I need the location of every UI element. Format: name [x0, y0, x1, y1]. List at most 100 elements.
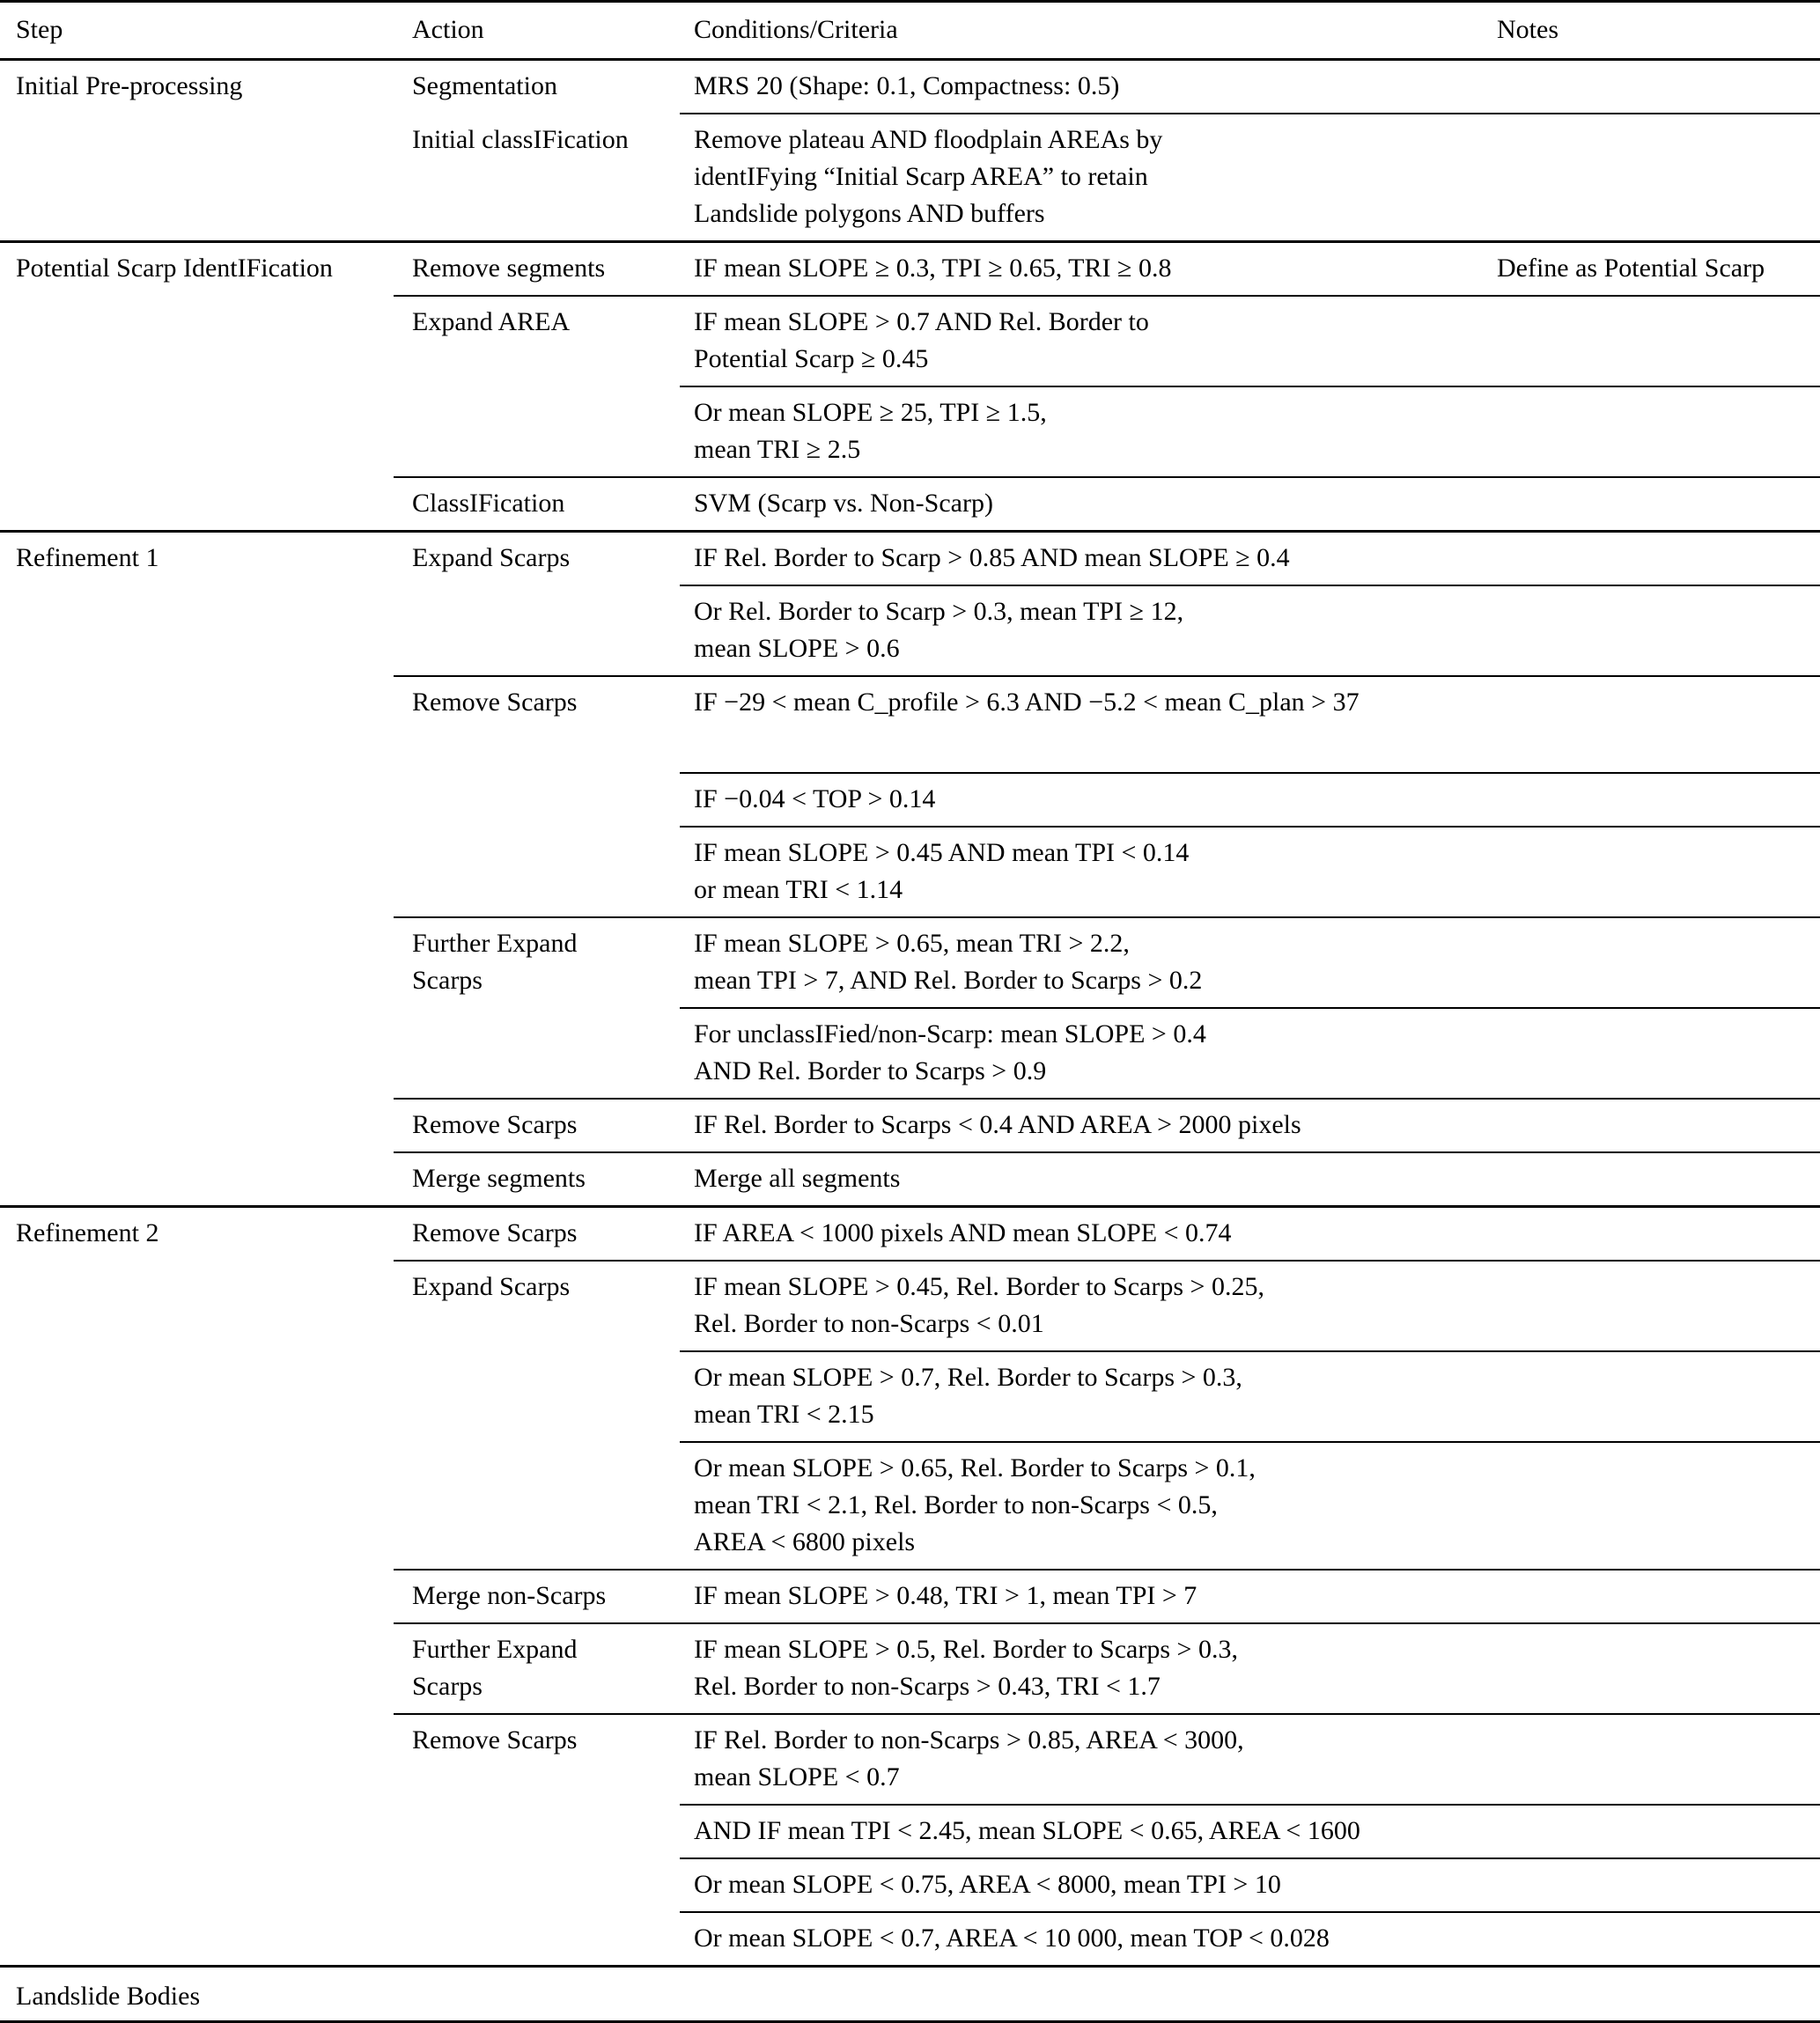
action-cell: ClassIFication: [412, 489, 565, 518]
notes-cell: [1497, 1016, 1820, 1090]
step-cell: [0, 684, 412, 721]
table-row: Merge segments Merge all segments: [0, 1153, 1820, 1205]
row-divider: [680, 585, 1820, 586]
row-divider: [394, 295, 1820, 297]
notes-cell: [1497, 540, 1820, 577]
step-cell: [0, 925, 412, 999]
action-cell: [412, 1450, 694, 1561]
notes-cell: [1497, 593, 1820, 667]
conditions-cell: SVM (Scarp vs. Non-Scarp): [694, 489, 993, 518]
table-row: Initial classIFication Remove plateau AN…: [0, 114, 1820, 240]
row-divider: [680, 1441, 1820, 1443]
table-row: ClassIFication SVM (Scarp vs. Non-Scarp): [0, 478, 1820, 530]
conditions-cell: Or mean SLOPE < 0.7, AREA < 10 000, mean…: [694, 1924, 1330, 1953]
step-cell: [0, 1359, 412, 1433]
conditions-cell: MRS 20 (Shape: 0.1, Compactness: 0.5): [694, 71, 1120, 100]
notes-cell: [1497, 1269, 1820, 1343]
table-row: IF −0.04 < TOP > 0.14: [0, 774, 1820, 826]
notes-cell: [1497, 1359, 1820, 1433]
action-cell: [412, 593, 694, 667]
notes-cell: [1497, 1578, 1820, 1615]
notes-cell: [1497, 684, 1820, 721]
table-row: Remove Scarps IF Rel. Border to non-Scar…: [0, 1715, 1820, 1804]
row-divider: [394, 675, 1820, 677]
row-divider: [680, 1857, 1820, 1859]
step-cell: [0, 1107, 412, 1144]
action-cell: Merge non-Scarps: [412, 1581, 607, 1610]
section-divider: [0, 1965, 1820, 1968]
table-row: AND IF mean TPI < 2.45, mean SLOPE < 0.6…: [0, 1806, 1820, 1857]
step-cell: Refinement 2: [16, 1218, 159, 1247]
action-cell: Further Expand Scarps: [412, 929, 578, 995]
conditions-cell: Or mean SLOPE > 0.65, Rel. Border to Sca…: [694, 1453, 1256, 1556]
row-divider: [680, 1350, 1820, 1352]
conditions-cell: IF mean SLOPE > 0.48, TRI > 1, mean TPI …: [694, 1581, 1197, 1610]
header-row: Step Action Conditions/Criteria Notes: [0, 3, 1820, 58]
step-cell: [0, 394, 412, 468]
step-cell: [0, 1450, 412, 1561]
row-divider: [680, 826, 1820, 828]
conditions-cell: IF Rel. Border to Scarps < 0.4 AND AREA …: [694, 1110, 1301, 1139]
step-cell: [0, 304, 412, 378]
conditions-cell: IF mean SLOPE ≥ 0.3, TPI ≥ 0.65, TRI ≥ 0…: [694, 254, 1172, 283]
row-divider: [394, 1098, 1820, 1100]
step-cell: Initial Pre-processing: [16, 71, 243, 100]
conditions-cell: For unclassIFied/non-Scarp: mean SLOPE >…: [694, 1019, 1206, 1085]
table-row: Or mean SLOPE > 0.65, Rel. Border to Sca…: [0, 1443, 1820, 1569]
notes-cell: [1497, 1215, 1820, 1252]
row-divider: [394, 1569, 1820, 1571]
table-row: Initial Pre-processing Segmentation MRS …: [0, 61, 1820, 113]
step-cell: [0, 485, 412, 522]
action-cell: Expand AREA: [412, 307, 571, 336]
action-cell: Remove Scarps: [412, 688, 578, 717]
step-cell: [0, 593, 412, 667]
step-cell: [0, 1813, 412, 1850]
conditions-cell: IF mean SLOPE > 0.65, mean TRI > 2.2, me…: [694, 929, 1203, 995]
header-conditions: Conditions/Criteria: [694, 15, 898, 44]
conditions-cell: AND IF mean TPI < 2.45, mean SLOPE < 0.6…: [694, 1816, 1360, 1845]
notes-cell: [1497, 1722, 1820, 1796]
conditions-cell: IF mean SLOPE > 0.5, Rel. Border to Scar…: [694, 1635, 1238, 1701]
action-cell: [412, 1813, 694, 1850]
step-cell: [0, 781, 412, 818]
action-cell: Remove Scarps: [412, 1218, 578, 1247]
notes-cell: [1497, 1160, 1820, 1197]
notes-cell: [1497, 485, 1820, 522]
action-cell: [412, 1920, 694, 1957]
table-row: Or mean SLOPE > 0.7, Rel. Border to Scar…: [0, 1352, 1820, 1441]
header-action: Action: [412, 15, 484, 44]
table-row: For unclassIFied/non-Scarp: mean SLOPE >…: [0, 1009, 1820, 1098]
action-cell: Expand Scarps: [412, 1272, 571, 1301]
conditions-cell: Merge all segments: [694, 1164, 901, 1193]
step-cell: [0, 121, 412, 232]
header-step: Step: [16, 15, 63, 44]
action-cell: Initial classIFication: [412, 125, 629, 154]
step-cell: [0, 1016, 412, 1090]
step-cell: [0, 1631, 412, 1705]
header-bottom-rule: [0, 58, 1820, 61]
row-divider: [394, 916, 1820, 918]
action-cell: [412, 394, 694, 468]
step-cell: [0, 1160, 412, 1197]
row-divider: [394, 1151, 1820, 1153]
conditions-cell: IF mean SLOPE > 0.45, Rel. Border to Sca…: [694, 1272, 1264, 1338]
notes-cell: [1497, 835, 1820, 909]
table-row: Potential Scarp IdentIFication Remove se…: [0, 243, 1820, 295]
section-divider: [0, 530, 1820, 533]
action-cell: Remove segments: [412, 254, 606, 283]
notes-cell: [1497, 781, 1820, 818]
conditions-cell: [694, 1978, 1497, 2015]
table-row: Or mean SLOPE < 0.7, AREA < 10 000, mean…: [0, 1913, 1820, 1965]
conditions-cell: IF −0.04 < TOP > 0.14: [694, 784, 936, 813]
table-row: Refinement 1 Expand Scarps IF Rel. Borde…: [0, 533, 1820, 585]
row-divider: [680, 772, 1820, 774]
table-row: IF mean SLOPE > 0.45 AND mean TPI < 0.14…: [0, 828, 1820, 916]
notes-cell: [1497, 394, 1820, 468]
table-row: Or mean SLOPE < 0.75, AREA < 8000, mean …: [0, 1859, 1820, 1911]
step-cell: [0, 1269, 412, 1343]
conditions-cell: Or mean SLOPE ≥ 25, TPI ≥ 1.5, mean TRI …: [694, 398, 1047, 464]
action-cell: [412, 1359, 694, 1433]
row-divider: [394, 1622, 1820, 1624]
table-row: Expand AREA IF mean SLOPE > 0.7 AND Rel.…: [0, 297, 1820, 386]
table-row: Landslide Bodies: [0, 1968, 1820, 2020]
